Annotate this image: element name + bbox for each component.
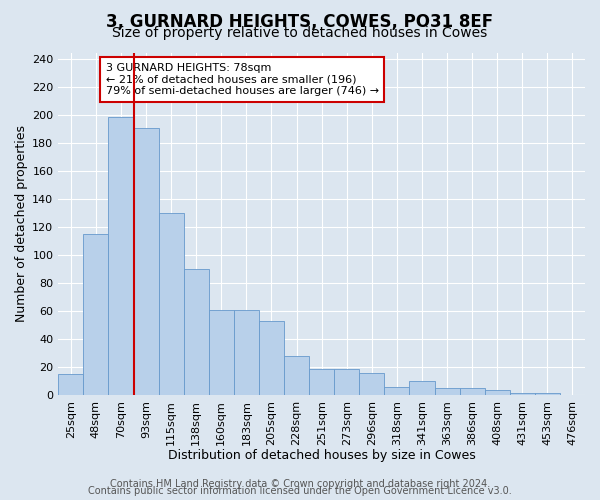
Bar (134, 128, 158, 396)
Bar (184, 270, 209, 396)
Bar (234, 310, 259, 396)
Y-axis label: Number of detached properties: Number of detached properties (15, 126, 28, 322)
Bar (510, 392, 535, 396)
Bar (334, 369, 359, 396)
Bar (385, 387, 409, 396)
Text: 3, GURNARD HEIGHTS, COWES, PO31 8EF: 3, GURNARD HEIGHTS, COWES, PO31 8EF (106, 12, 494, 30)
Text: Size of property relative to detached houses in Cowes: Size of property relative to detached ho… (112, 26, 488, 40)
Bar (259, 321, 284, 396)
Text: Contains HM Land Registry data © Crown copyright and database right 2024.: Contains HM Land Registry data © Crown c… (110, 479, 490, 489)
Text: Contains public sector information licensed under the Open Government Licence v3: Contains public sector information licen… (88, 486, 512, 496)
Bar (83, 234, 109, 396)
Bar (359, 373, 385, 396)
Bar (535, 392, 560, 396)
Bar (209, 310, 234, 396)
Bar (309, 369, 334, 396)
Bar (460, 388, 485, 396)
Bar (58, 374, 83, 396)
Text: 3 GURNARD HEIGHTS: 78sqm
← 21% of detached houses are smaller (196)
79% of semi-: 3 GURNARD HEIGHTS: 78sqm ← 21% of detach… (106, 63, 379, 96)
Bar (109, 117, 134, 396)
Bar (485, 390, 510, 396)
Bar (434, 388, 460, 396)
X-axis label: Distribution of detached houses by size in Cowes: Distribution of detached houses by size … (168, 450, 476, 462)
Bar (409, 382, 434, 396)
Bar (158, 214, 184, 396)
Bar (284, 356, 309, 396)
